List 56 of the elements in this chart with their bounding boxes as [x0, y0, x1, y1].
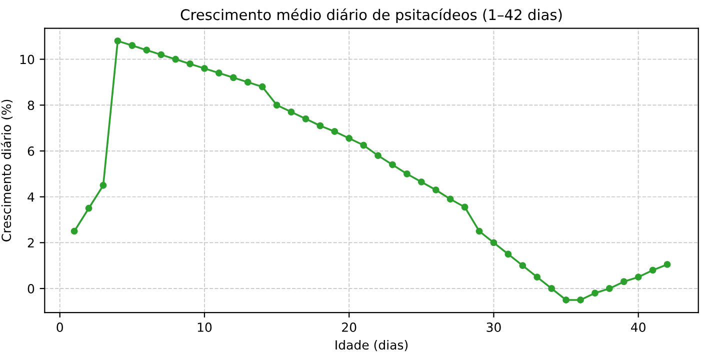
- point: [215, 70, 222, 76]
- point: [100, 182, 107, 189]
- point: [288, 108, 295, 116]
- point: [649, 266, 656, 274]
- point: [432, 186, 440, 194]
- point: [158, 51, 165, 58]
- point: [172, 56, 180, 63]
- point: [346, 134, 353, 142]
- point: [504, 250, 512, 258]
- y-tick-label: 6: [28, 146, 34, 156]
- y-tick-label: 10: [20, 54, 34, 64]
- point: [634, 274, 642, 281]
- point: [85, 204, 92, 212]
- point: [490, 239, 498, 246]
- point: [258, 83, 266, 90]
- point: [331, 128, 338, 135]
- point: [316, 122, 324, 130]
- point: [302, 115, 310, 122]
- point: [244, 78, 252, 86]
- y-tick-label: 8: [28, 100, 34, 110]
- point: [374, 152, 382, 160]
- point: [606, 285, 613, 292]
- x-tick-label: 20: [342, 322, 356, 332]
- point: [446, 196, 454, 203]
- point: [534, 274, 541, 281]
- point: [186, 60, 194, 68]
- point: [403, 170, 410, 178]
- point: [389, 161, 396, 168]
- x-tick-label: 30: [486, 322, 501, 332]
- point: [577, 296, 584, 304]
- point: [591, 290, 598, 297]
- point: [664, 260, 671, 268]
- y-tick-label: 0: [28, 284, 34, 294]
- point: [70, 228, 78, 235]
- point: [201, 64, 208, 72]
- y-axis-title: Crescimento diário (%): [0, 100, 13, 242]
- y-tick-label: 4: [28, 192, 34, 202]
- point: [418, 178, 425, 186]
- x-axis-title: Idade (dias): [336, 340, 408, 352]
- x-tick-label: 0: [56, 322, 63, 332]
- chart-title: Crescimento médio diário de psitacídeos (1–42 dias): [180, 8, 562, 24]
- y-tick-label: 2: [28, 238, 34, 248]
- x-tick-label: 10: [198, 322, 212, 332]
- point: [273, 102, 280, 109]
- point: [360, 142, 368, 149]
- point: [461, 204, 468, 211]
- point: [230, 74, 237, 82]
- point: [562, 296, 570, 304]
- point: [476, 228, 483, 235]
- point: [128, 42, 136, 49]
- point: [143, 46, 150, 54]
- point: [519, 262, 526, 270]
- point: [114, 37, 122, 44]
- point: [620, 278, 628, 286]
- x-tick-label: 40: [631, 322, 646, 332]
- point: [548, 285, 556, 292]
